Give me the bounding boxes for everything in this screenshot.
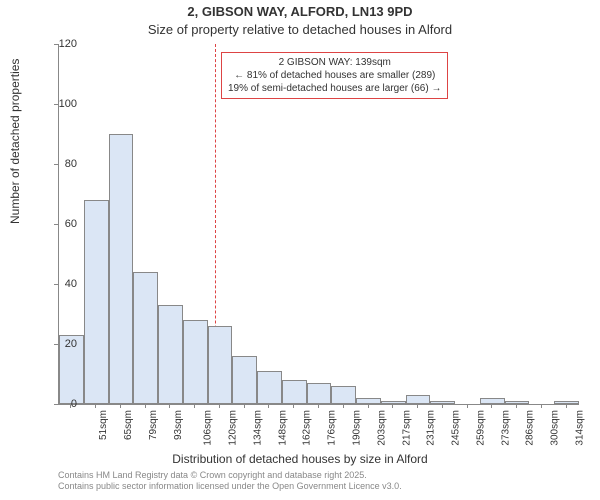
x-tick-mark bbox=[442, 404, 443, 408]
x-tick-mark bbox=[194, 404, 195, 408]
chart-title-main: 2, GIBSON WAY, ALFORD, LN13 9PD bbox=[0, 4, 600, 19]
x-tick-mark bbox=[120, 404, 121, 408]
histogram-bar bbox=[183, 320, 208, 404]
x-tick-label: 65sqm bbox=[123, 410, 134, 440]
histogram-bar bbox=[406, 395, 431, 404]
y-tick-mark bbox=[54, 344, 58, 345]
histogram-bar bbox=[430, 401, 455, 404]
x-tick-mark bbox=[343, 404, 344, 408]
histogram-bar bbox=[208, 326, 233, 404]
x-tick-label: 273sqm bbox=[500, 410, 511, 446]
histogram-bar bbox=[282, 380, 307, 404]
x-tick-mark bbox=[293, 404, 294, 408]
annotation-line1: 2 GIBSON WAY: 139sqm bbox=[228, 56, 441, 69]
annotation-box: 2 GIBSON WAY: 139sqm ← 81% of detached h… bbox=[221, 52, 448, 99]
x-tick-mark bbox=[145, 404, 146, 408]
chart-title-sub: Size of property relative to detached ho… bbox=[0, 22, 600, 37]
x-tick-label: 79sqm bbox=[148, 410, 159, 440]
plot-area: 2 GIBSON WAY: 139sqm ← 81% of detached h… bbox=[58, 44, 579, 405]
x-tick-label: 314sqm bbox=[574, 410, 585, 446]
x-tick-label: 190sqm bbox=[352, 410, 363, 446]
x-tick-mark bbox=[417, 404, 418, 408]
histogram-bar bbox=[84, 200, 109, 404]
y-tick-label: 120 bbox=[47, 38, 77, 50]
x-tick-mark bbox=[491, 404, 492, 408]
x-tick-mark bbox=[566, 404, 567, 408]
x-tick-label: 245sqm bbox=[451, 410, 462, 446]
x-tick-label: 106sqm bbox=[203, 410, 214, 446]
y-tick-mark bbox=[54, 164, 58, 165]
histogram-bar bbox=[232, 356, 257, 404]
x-axis-label: Distribution of detached houses by size … bbox=[0, 452, 600, 466]
x-tick-mark bbox=[318, 404, 319, 408]
y-tick-label: 20 bbox=[47, 338, 77, 350]
x-tick-label: 162sqm bbox=[302, 410, 313, 446]
x-tick-label: 176sqm bbox=[327, 410, 338, 446]
x-tick-mark bbox=[169, 404, 170, 408]
y-tick-mark bbox=[54, 284, 58, 285]
x-tick-label: 286sqm bbox=[525, 410, 536, 446]
x-tick-label: 203sqm bbox=[376, 410, 387, 446]
histogram-bar bbox=[133, 272, 158, 404]
x-tick-mark bbox=[95, 404, 96, 408]
footer-attribution: Contains HM Land Registry data © Crown c… bbox=[58, 470, 402, 492]
x-tick-label: 300sqm bbox=[550, 410, 561, 446]
annotation-line3: 19% of semi-detached houses are larger (… bbox=[228, 82, 441, 95]
x-tick-label: 148sqm bbox=[277, 410, 288, 446]
x-tick-label: 259sqm bbox=[475, 410, 486, 446]
y-tick-label: 40 bbox=[47, 278, 77, 290]
y-tick-label: 60 bbox=[47, 218, 77, 230]
x-tick-label: 134sqm bbox=[253, 410, 264, 446]
x-tick-label: 231sqm bbox=[426, 410, 437, 446]
x-tick-mark bbox=[70, 404, 71, 408]
annotation-line2: ← 81% of detached houses are smaller (28… bbox=[228, 69, 441, 82]
x-tick-mark bbox=[219, 404, 220, 408]
footer-line1: Contains HM Land Registry data © Crown c… bbox=[58, 470, 402, 481]
histogram-bar bbox=[307, 383, 332, 404]
y-axis-label: Number of detached properties bbox=[8, 59, 22, 224]
histogram-bar bbox=[257, 371, 282, 404]
histogram-bar bbox=[331, 386, 356, 404]
x-tick-mark bbox=[392, 404, 393, 408]
x-tick-mark bbox=[467, 404, 468, 408]
y-tick-mark bbox=[54, 44, 58, 45]
histogram-bar bbox=[554, 401, 579, 404]
y-tick-label: 80 bbox=[47, 158, 77, 170]
histogram-bar bbox=[158, 305, 183, 404]
y-tick-label: 0 bbox=[47, 398, 77, 410]
x-tick-mark bbox=[268, 404, 269, 408]
footer-line2: Contains public sector information licen… bbox=[58, 481, 402, 492]
x-tick-label: 51sqm bbox=[98, 410, 109, 440]
x-tick-label: 217sqm bbox=[401, 410, 412, 446]
histogram-bar bbox=[109, 134, 134, 404]
x-tick-label: 93sqm bbox=[173, 410, 184, 440]
x-tick-mark bbox=[516, 404, 517, 408]
x-tick-mark bbox=[244, 404, 245, 408]
y-tick-mark bbox=[54, 104, 58, 105]
histogram-bar bbox=[356, 398, 381, 404]
y-tick-mark bbox=[54, 224, 58, 225]
y-tick-mark bbox=[54, 404, 58, 405]
x-tick-mark bbox=[541, 404, 542, 408]
x-tick-label: 120sqm bbox=[228, 410, 239, 446]
x-tick-mark bbox=[368, 404, 369, 408]
y-tick-label: 100 bbox=[47, 98, 77, 110]
